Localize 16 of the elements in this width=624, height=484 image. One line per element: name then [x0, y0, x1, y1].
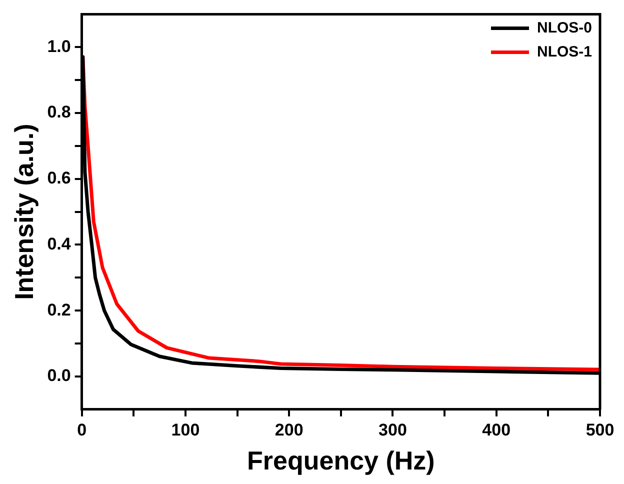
y-tick-label: 1.0	[47, 36, 71, 56]
x-tick-label: 400	[482, 420, 511, 440]
x-tick-label: 300	[378, 420, 407, 440]
x-axis-title: Frequency (Hz)	[247, 446, 435, 476]
y-tick-label: 0.2	[47, 300, 71, 320]
x-tick-label: 100	[171, 420, 200, 440]
y-axis-title: Intensity (a.u.)	[8, 124, 39, 300]
y-tick-label: 0.6	[47, 168, 71, 188]
y-tick-label: 0.8	[47, 102, 71, 122]
x-tick-label: 0	[77, 420, 87, 440]
x-tick-label: 500	[586, 420, 614, 440]
x-tick-label: 200	[274, 420, 304, 440]
legend-label: NLOS-0	[536, 19, 592, 36]
y-tick-label: 0.0	[47, 366, 71, 386]
legend-label: NLOS-1	[536, 43, 592, 60]
y-tick-label: 0.4	[47, 234, 72, 254]
